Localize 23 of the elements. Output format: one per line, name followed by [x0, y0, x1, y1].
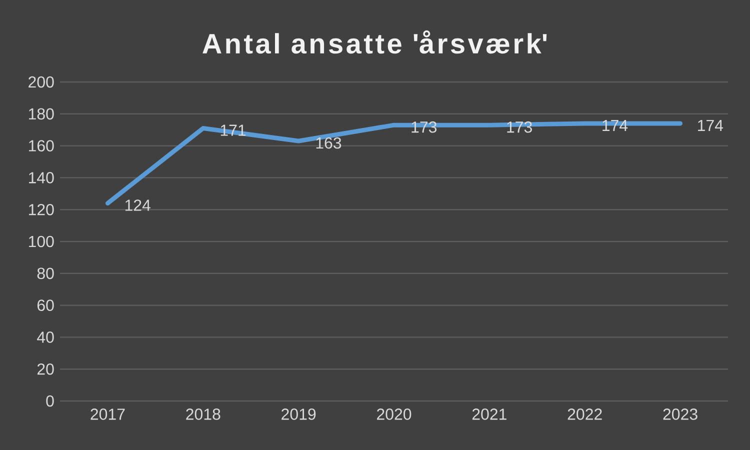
- y-tick-label: 0: [46, 395, 54, 407]
- data-label: 174: [602, 120, 628, 131]
- x-tick-label: 2021: [472, 408, 506, 420]
- y-tick-label: 200: [28, 76, 54, 88]
- x-tick-label: 2019: [282, 408, 316, 420]
- x-tick-label: 2022: [568, 408, 602, 420]
- y-tick-label: 80: [37, 268, 54, 280]
- x-tick-label: 2020: [377, 408, 412, 420]
- y-tick-label: 40: [37, 332, 54, 343]
- y-tick-label: 20: [37, 363, 54, 375]
- y-tick-label: 140: [28, 172, 54, 184]
- chart-title: Antal ansatte 'årsværk': [202, 30, 547, 54]
- x-tick-label: 2017: [90, 408, 125, 420]
- data-label: 174: [698, 120, 724, 131]
- y-tick-label: 60: [37, 300, 54, 311]
- y-tick-label: 180: [28, 108, 54, 120]
- x-tick-label: 2023: [663, 408, 698, 420]
- y-tick-label: 100: [28, 236, 54, 248]
- x-tick-label: 2018: [186, 408, 220, 420]
- data-label: 124: [125, 200, 150, 211]
- y-tick-label: 120: [28, 204, 54, 216]
- y-tick-label: 160: [28, 140, 54, 152]
- data-label: 163: [316, 137, 342, 149]
